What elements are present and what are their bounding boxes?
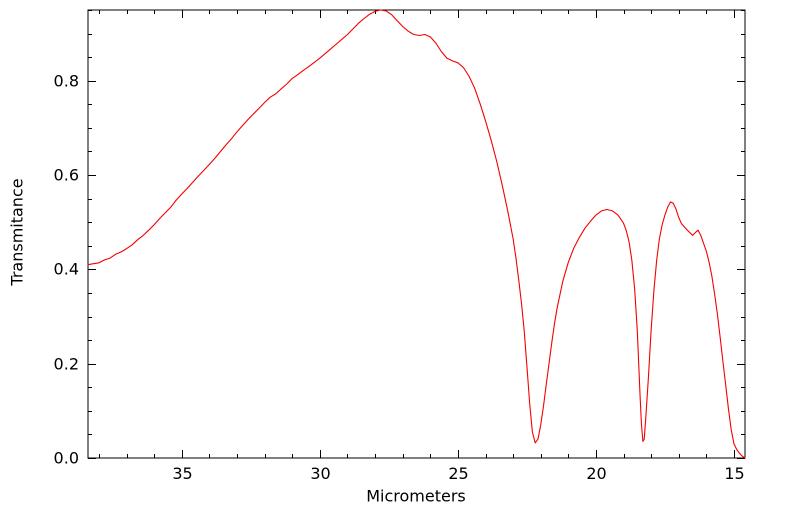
x-tick-label: 30 [310, 464, 330, 483]
x-tick-label: 15 [724, 464, 744, 483]
x-axis-title: Micrometers [366, 486, 466, 506]
x-tick-label: 20 [586, 464, 606, 483]
y-axis-title: Transmitance [7, 178, 27, 286]
y-tick-label: 0.0 [54, 449, 79, 468]
y-tick-label: 0.8 [54, 72, 79, 91]
y-tick-label: 0.2 [54, 355, 79, 374]
plot-border [87, 9, 746, 459]
x-tick-label: 25 [448, 464, 468, 483]
series-line-transmittance-spectrum [87, 9, 746, 459]
y-tick-label: 0.4 [54, 260, 79, 279]
y-tick-label: 0.6 [54, 166, 79, 185]
x-tick-label: 35 [172, 464, 192, 483]
